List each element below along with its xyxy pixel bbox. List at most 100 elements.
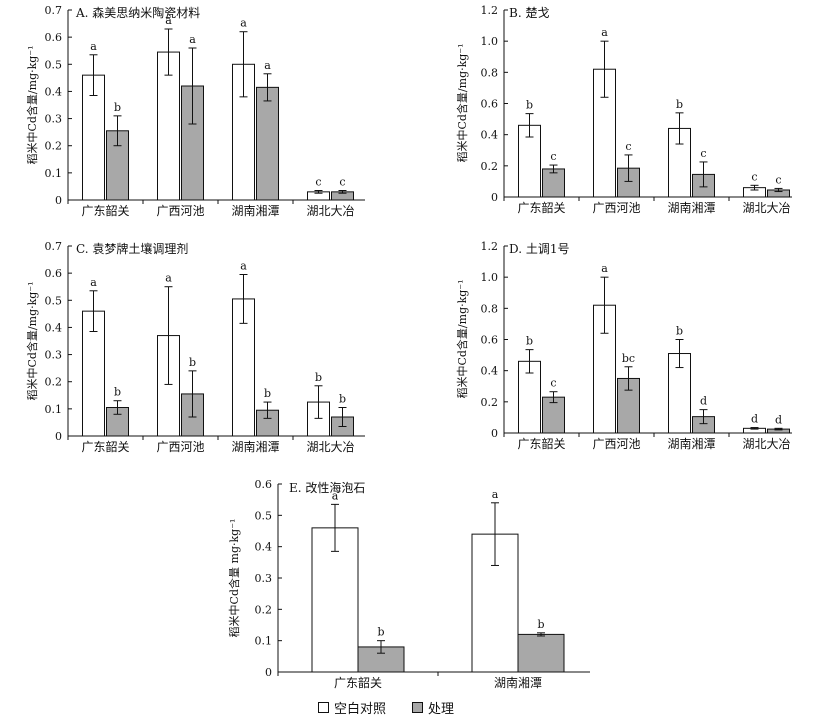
significance-letter: a	[264, 59, 271, 72]
y-axis-label: 稻米中Cd含量/mg·kg⁻¹	[25, 45, 39, 164]
significance-letter: b	[114, 101, 121, 114]
significance-letter: b	[339, 393, 346, 406]
significance-letter: d	[700, 395, 707, 408]
x-tick-label: 广西河池	[592, 437, 640, 451]
significance-letter: d	[775, 413, 782, 426]
legend-swatch-treatment	[412, 701, 424, 713]
significance-letter: c	[775, 173, 781, 186]
y-tick-label: 0.4	[255, 541, 273, 554]
significance-letter: a	[165, 14, 172, 27]
y-tick-label: 0.6	[45, 267, 63, 280]
y-tick-label: 0.8	[481, 302, 499, 315]
x-tick-label: 湖南湘潭	[494, 675, 542, 690]
y-tick-label: 0.4	[45, 321, 63, 334]
panel-title: C. 袁梦牌土壤调理剂	[76, 241, 188, 256]
y-axis-label: 稻米中Cd含量/mg·kg⁻¹	[455, 43, 469, 162]
panel-title: D. 土调1号	[509, 242, 569, 256]
significance-letter: a	[601, 26, 608, 39]
y-tick-label: 0.1	[255, 635, 273, 648]
y-tick-label: 0.6	[45, 31, 63, 44]
y-tick-label: 0.3	[45, 349, 63, 362]
y-axis-label: 稻米中Cd含量 mg·kg⁻¹	[227, 519, 241, 638]
bar-treatment	[256, 86, 279, 201]
x-tick-label: 湖北大冶	[742, 436, 790, 451]
significance-letter: a	[332, 489, 339, 502]
y-tick-label: 0.4	[481, 365, 499, 378]
bar-treatment	[517, 633, 565, 673]
x-tick-label: 湖南湘潭	[667, 436, 715, 451]
y-tick-label: 0.7	[45, 240, 63, 253]
significance-letter: c	[550, 377, 556, 390]
significance-letter: b	[526, 335, 533, 348]
y-tick-label: 0	[55, 194, 62, 207]
y-tick-label: 0.5	[45, 294, 63, 307]
significance-letter: b	[114, 386, 121, 399]
y-tick-label: 0	[265, 666, 272, 679]
significance-letter: b	[676, 98, 683, 111]
y-tick-label: 0	[55, 430, 62, 443]
y-tick-label: 0.5	[255, 509, 273, 522]
panel-title: E. 改性海泡石	[289, 480, 365, 495]
significance-letter: b	[315, 371, 322, 384]
chart-panel-a: 0 0.1 0.2 0.3 0.4 0.5 0.6 0.7 A. 森美思纳米陶瓷材料稻米中Cd含…	[25, 4, 365, 218]
significance-letter: b	[526, 99, 533, 112]
panel-title: B. 楚戈	[509, 6, 549, 20]
significance-letter: d	[751, 413, 758, 426]
y-axis-label: 稻米中Cd含量/mg·kg⁻¹	[25, 281, 39, 400]
x-tick-label: 湖北大冶	[306, 439, 354, 454]
bar-control	[311, 527, 359, 673]
y-tick-label: 0.6	[481, 334, 499, 347]
significance-letter: a	[492, 488, 499, 501]
legend-item-control: 空白对照	[318, 698, 386, 717]
significance-letter: a	[601, 262, 608, 275]
y-tick-label: 0.2	[45, 140, 63, 153]
legend-label-control: 空白对照	[334, 701, 387, 717]
x-tick-label: 湖南湘潭	[231, 203, 279, 218]
significance-letter: a	[189, 33, 196, 46]
legend-item-treatment: 处理	[412, 698, 454, 717]
panel-title: A. 森美思纳米陶瓷材料	[75, 5, 200, 20]
x-tick-label: 广西河池	[592, 201, 640, 215]
y-tick-label: 0.8	[481, 66, 499, 79]
chart-panel-d: 0 0.2 0.4 0.6 0.8 1.0 1.2 D. 土调1号稻米中Cd含量/mg·kg⁻…	[455, 240, 792, 451]
significance-letter: c	[625, 140, 631, 153]
significance-letter: b	[189, 356, 196, 369]
y-tick-label: 0.6	[255, 478, 273, 491]
y-tick-label: 0.2	[45, 376, 63, 389]
y-tick-label: 1.0	[481, 35, 499, 48]
y-tick-label: 0.7	[45, 4, 63, 17]
y-tick-label: 0	[491, 427, 498, 440]
y-tick-label: 0.1	[45, 167, 63, 180]
significance-letter: a	[165, 272, 172, 285]
significance-letter: a	[240, 260, 247, 273]
significance-letter: b	[264, 387, 271, 400]
x-tick-label: 湖北大冶	[742, 200, 790, 215]
x-tick-label: 湖南湘潭	[667, 200, 715, 215]
legend-label-treatment: 处理	[428, 701, 455, 717]
x-tick-label: 广西河池	[156, 440, 204, 454]
legend: 空白对照 处理	[318, 698, 480, 717]
x-tick-label: 湖南湘潭	[231, 439, 279, 454]
y-tick-label: 0.6	[481, 98, 499, 111]
significance-letter: c	[339, 176, 345, 189]
y-tick-label: 0.4	[45, 85, 63, 98]
y-tick-label: 0.2	[255, 603, 273, 616]
y-axis-label: 稻米中Cd含量/mg·kg⁻¹	[455, 279, 469, 398]
legend-swatch-control	[318, 701, 329, 713]
significance-letter: a	[90, 276, 97, 289]
significance-letter: c	[315, 176, 321, 189]
y-tick-label: 1.2	[481, 240, 499, 253]
y-tick-label: 1.2	[481, 4, 499, 17]
x-tick-label: 广东韶关	[81, 439, 129, 454]
significance-letter: a	[90, 40, 97, 53]
significance-letter: b	[377, 626, 384, 639]
y-tick-label: 0.5	[45, 58, 63, 71]
y-tick-label: 0.3	[255, 572, 273, 585]
x-tick-label: 广西河池	[156, 204, 204, 218]
y-tick-label: 0.2	[481, 160, 499, 173]
x-tick-label: 广东韶关	[334, 675, 382, 690]
significance-letter: b	[676, 325, 683, 338]
